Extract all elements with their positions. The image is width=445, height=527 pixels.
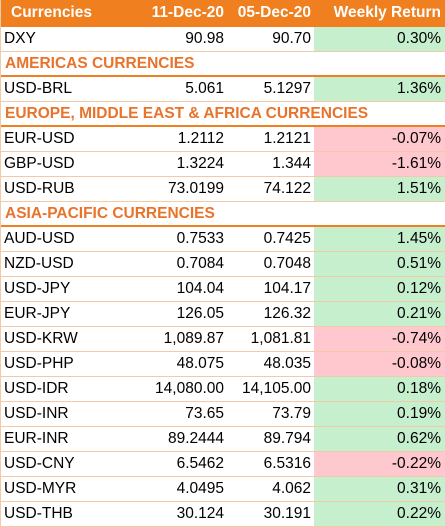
currency-cell: USD-INR <box>4 405 69 422</box>
table-row: USD-KRW 1,089.87 1,081.81 -0.74% <box>1 327 445 352</box>
rate-date2-cell: 14,105.00 <box>242 380 311 397</box>
rate-date1-cell: 73.65 <box>185 405 224 422</box>
rate-date2-cell: 90.70 <box>272 30 311 47</box>
weekly-return-cell: 0.19% <box>314 402 445 426</box>
section-label: ASIA-PACIFIC CURRENCIES <box>5 204 215 222</box>
section-header-row: EUROPE, MIDDLE EAST & AFRICA CURRENCIES <box>1 102 445 127</box>
rate-date1-cell: 89.2444 <box>167 430 224 447</box>
currency-cell: DXY <box>4 30 36 47</box>
column-header-weekly-return: Weekly Return <box>333 4 441 21</box>
currency-cell: EUR-JPY <box>4 305 71 322</box>
table-row: USD-THB 30.124 30.191 0.22% <box>1 502 445 527</box>
weekly-return-cell: 1.36% <box>314 77 445 101</box>
currency-cell: USD-THB <box>4 505 73 522</box>
section-label: EUROPE, MIDDLE EAST & AFRICA CURRENCIES <box>5 104 369 122</box>
table-row: NZD-USD 0.7084 0.7048 0.51% <box>1 252 445 277</box>
rate-date1-cell: 0.7533 <box>176 230 224 247</box>
rate-date2-cell: 73.79 <box>272 405 311 422</box>
section-header-row: AMERICAS CURRENCIES <box>1 52 445 77</box>
rate-date1-cell: 4.0495 <box>176 480 224 497</box>
rate-date2-cell: 30.191 <box>263 505 311 522</box>
rate-date1-cell: 14,080.00 <box>155 380 224 397</box>
currency-cell: USD-IDR <box>4 380 69 397</box>
column-header-date2: 05-Dec-20 <box>237 4 311 21</box>
weekly-return-cell: 0.12% <box>314 277 445 301</box>
rate-date1-cell: 0.7084 <box>176 255 224 272</box>
weekly-return-cell: 0.62% <box>314 427 445 451</box>
rate-date1-cell: 5.061 <box>185 80 224 97</box>
rate-date1-cell: 30.124 <box>176 505 224 522</box>
currency-cell: USD-RUB <box>4 180 75 197</box>
table-row: EUR-JPY 126.05 126.32 0.21% <box>1 302 445 327</box>
weekly-return-cell: -0.74% <box>314 327 445 351</box>
weekly-return-cell: -0.08% <box>314 352 445 376</box>
rate-date2-cell: 1.344 <box>272 155 311 172</box>
rate-date2-cell: 1.2121 <box>263 130 311 147</box>
weekly-return-cell: 1.51% <box>314 177 445 201</box>
currency-cell: GBP-USD <box>4 155 75 172</box>
rate-date2-cell: 126.32 <box>263 305 311 322</box>
weekly-return-cell: 0.18% <box>314 377 445 401</box>
rate-date2-cell: 0.7425 <box>263 230 311 247</box>
table-row: USD-BRL 5.061 5.1297 1.36% <box>1 77 445 102</box>
rate-date2-cell: 0.7048 <box>263 255 311 272</box>
table-row: EUR-USD 1.2112 1.2121 -0.07% <box>1 127 445 152</box>
rate-date2-cell: 48.035 <box>263 355 311 372</box>
column-header-currencies: Currencies <box>11 4 92 21</box>
weekly-return-cell: 0.30% <box>314 27 445 51</box>
table-body: DXY 90.98 90.70 0.30% AMERICAS CURRENCIES USD… <box>1 27 445 527</box>
currency-cell: USD-PHP <box>4 355 74 372</box>
weekly-return-cell: -0.07% <box>314 127 445 151</box>
table-row: USD-PHP 48.075 48.035 -0.08% <box>1 352 445 377</box>
rate-date1-cell: 1.2112 <box>177 130 224 147</box>
table-row: USD-IDR 14,080.00 14,105.00 0.18% <box>1 377 445 402</box>
weekly-return-cell: -1.61% <box>314 152 445 176</box>
weekly-return-cell: 0.51% <box>314 252 445 276</box>
rate-date1-cell: 73.0199 <box>167 180 224 197</box>
column-header-date1: 11-Dec-20 <box>151 4 224 21</box>
table-row: AUD-USD 0.7533 0.7425 1.45% <box>1 227 445 252</box>
table-row: USD-RUB 73.0199 74.122 1.51% <box>1 177 445 202</box>
currency-cell: EUR-USD <box>4 130 75 147</box>
table-row: USD-JPY 104.04 104.17 0.12% <box>1 277 445 302</box>
currency-cell: AUD-USD <box>4 230 75 247</box>
table-row: USD-MYR 4.0495 4.062 0.31% <box>1 477 445 502</box>
table-header-row: Currencies 11-Dec-20 05-Dec-20 Weekly Re… <box>1 0 445 27</box>
currency-cell: USD-JPY <box>4 280 71 297</box>
rate-date2-cell: 6.5316 <box>263 455 311 472</box>
section-header-row: ASIA-PACIFIC CURRENCIES <box>1 202 445 227</box>
rate-date2-cell: 4.062 <box>272 480 311 497</box>
weekly-return-cell: 1.45% <box>314 227 445 251</box>
rate-date1-cell: 1,089.87 <box>163 330 224 347</box>
currency-cell: USD-BRL <box>4 80 73 97</box>
currency-cell: USD-KRW <box>4 330 78 347</box>
rate-date2-cell: 1,081.81 <box>250 330 311 347</box>
table-row: DXY 90.98 90.70 0.30% <box>1 27 445 52</box>
section-label: AMERICAS CURRENCIES <box>5 54 195 72</box>
rate-date1-cell: 90.98 <box>185 30 224 47</box>
rate-date1-cell: 6.5462 <box>176 455 224 472</box>
table-row: GBP-USD 1.3224 1.344 -1.61% <box>1 152 445 177</box>
rate-date2-cell: 5.1297 <box>263 80 311 97</box>
weekly-return-cell: 0.22% <box>314 502 445 526</box>
rate-date2-cell: 74.122 <box>263 180 311 197</box>
rate-date1-cell: 104.04 <box>176 280 224 297</box>
rate-date1-cell: 1.3224 <box>176 155 224 172</box>
currency-cell: EUR-INR <box>4 430 69 447</box>
rate-date1-cell: 126.05 <box>176 305 224 322</box>
currency-cell: USD-MYR <box>4 480 77 497</box>
currency-cell: NZD-USD <box>4 255 74 272</box>
currency-cell: USD-CNY <box>4 455 75 472</box>
rate-date1-cell: 48.075 <box>176 355 224 372</box>
weekly-return-cell: 0.21% <box>314 302 445 326</box>
table-row: EUR-INR 89.2444 89.794 0.62% <box>1 427 445 452</box>
rate-date2-cell: 89.794 <box>263 430 311 447</box>
weekly-return-cell: 0.31% <box>314 477 445 501</box>
table-row: USD-INR 73.65 73.79 0.19% <box>1 402 445 427</box>
table-row: USD-CNY 6.5462 6.5316 -0.22% <box>1 452 445 477</box>
weekly-return-cell: -0.22% <box>314 452 445 476</box>
rate-date2-cell: 104.17 <box>263 280 311 297</box>
